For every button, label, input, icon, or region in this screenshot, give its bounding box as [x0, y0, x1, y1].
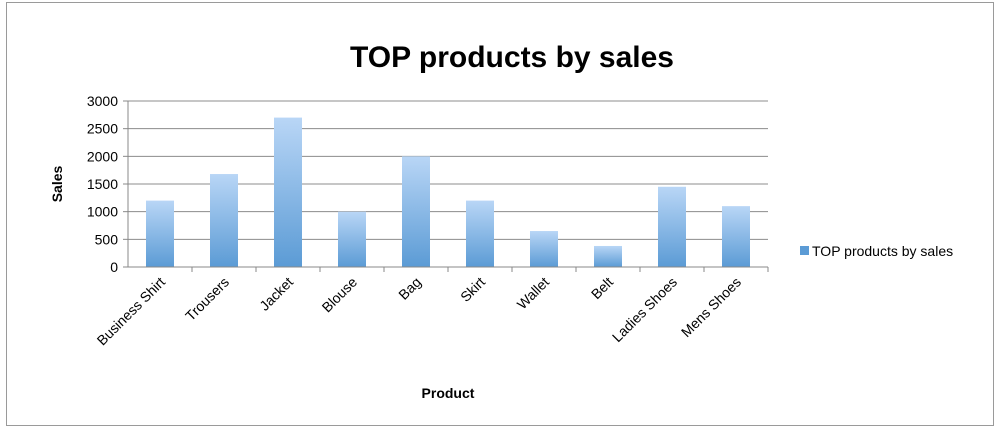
bar-ladies-shoes	[658, 186, 686, 267]
legend-swatch	[800, 246, 809, 255]
y-tick-label: 500	[95, 231, 119, 247]
bars	[146, 117, 750, 267]
y-tick-label: 1500	[87, 176, 118, 192]
x-tick-label: Trousers	[182, 274, 232, 324]
x-tick-label: Blouse	[319, 274, 361, 316]
bar-blouse	[338, 211, 366, 267]
x-tick-label: Jacket	[256, 274, 296, 314]
bar-trousers	[210, 174, 238, 267]
bar-bag	[402, 156, 430, 267]
x-tick-label: Business Shirt	[94, 274, 169, 349]
bar-belt	[594, 245, 622, 267]
bar-business-shirt	[146, 200, 174, 267]
y-tick-label: 3000	[87, 93, 118, 109]
y-tick-label: 2500	[87, 121, 118, 137]
bar-wallet	[530, 231, 558, 267]
legend-label: TOP products by sales	[812, 243, 953, 259]
x-tick-label: Wallet	[514, 274, 553, 313]
x-axis-title: Product	[422, 385, 475, 401]
x-tick-label: Ladies Shoes	[609, 274, 680, 345]
bar-mens-shoes	[722, 206, 750, 267]
bar-skirt	[466, 200, 494, 267]
y-tick-label: 2000	[87, 148, 118, 164]
y-axis-title: Sales	[49, 165, 65, 202]
y-tick-label: 0	[110, 259, 118, 275]
x-tick-label: Skirt	[457, 274, 488, 305]
y-tick-label: 1000	[87, 204, 118, 220]
x-tick-label: Bag	[395, 274, 424, 303]
chart-title: TOP products by sales	[350, 41, 674, 74]
x-tick-label: Belt	[588, 274, 616, 302]
x-tick-label: Mens Shoes	[678, 274, 744, 340]
x-axis-ticks: Business Shirt Trousers Jacket Blouse Bag Ski…	[94, 267, 769, 349]
bar-jacket	[274, 117, 302, 267]
legend: TOP products by sales	[800, 243, 953, 259]
y-axis-ticks: 0 500 1000 1500 2000 2500 3000	[87, 93, 128, 275]
